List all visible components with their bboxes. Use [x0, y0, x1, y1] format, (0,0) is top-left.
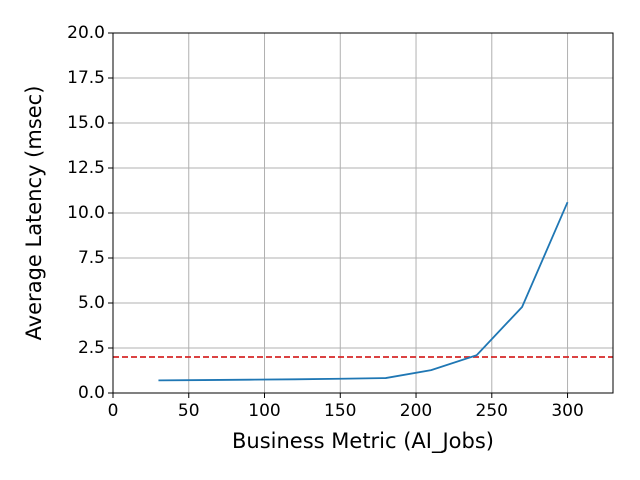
x-tick-label: 200	[400, 401, 432, 421]
y-tick-label: 0.0	[78, 383, 105, 403]
y-tick-label: 2.5	[78, 338, 105, 358]
y-tick-label: 5.0	[78, 293, 105, 313]
y-tick-label: 7.5	[78, 248, 105, 268]
x-axis-label: Business Metric (AI_Jobs)	[232, 429, 494, 454]
x-tick-label: 250	[476, 401, 508, 421]
data-line	[158, 201, 569, 382]
plot-frame	[112, 32, 614, 394]
x-tick-label: 50	[178, 401, 200, 421]
y-tick-label: 20.0	[67, 23, 105, 43]
y-tick-label: 15.0	[67, 113, 105, 133]
x-tick-label: 300	[551, 401, 583, 421]
x-tick-label: 0	[108, 401, 119, 421]
y-tick-label: 12.5	[67, 158, 105, 178]
y-tick-label: 17.5	[67, 68, 105, 88]
x-tick-label: 150	[324, 401, 356, 421]
y-axis-label: Average Latency (msec)	[22, 86, 46, 341]
y-tick-label: 10.0	[67, 203, 105, 223]
x-tick-label: 100	[248, 401, 280, 421]
